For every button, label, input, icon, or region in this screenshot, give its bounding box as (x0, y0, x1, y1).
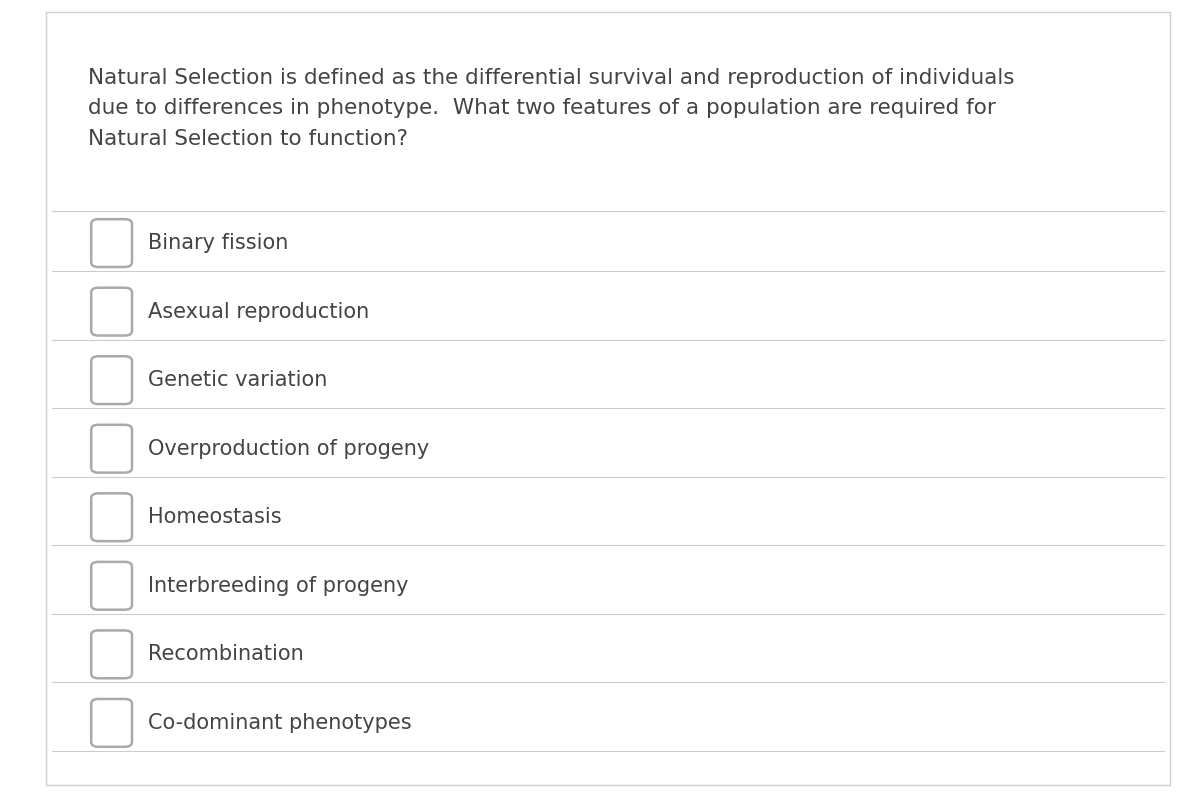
Text: Interbreeding of progeny: Interbreeding of progeny (148, 575, 408, 596)
Text: Asexual reproduction: Asexual reproduction (148, 301, 368, 322)
Text: Genetic variation: Genetic variation (148, 370, 326, 391)
FancyBboxPatch shape (91, 219, 132, 267)
Text: Homeostasis: Homeostasis (148, 507, 281, 528)
Text: Overproduction of progeny: Overproduction of progeny (148, 438, 428, 459)
Text: Recombination: Recombination (148, 644, 304, 665)
Text: Natural Selection is defined as the differential survival and reproduction of in: Natural Selection is defined as the diff… (88, 68, 1014, 148)
Text: Binary fission: Binary fission (148, 233, 288, 253)
FancyBboxPatch shape (91, 630, 132, 678)
FancyBboxPatch shape (91, 493, 132, 541)
FancyBboxPatch shape (46, 12, 1170, 785)
Text: Co-dominant phenotypes: Co-dominant phenotypes (148, 713, 412, 733)
FancyBboxPatch shape (91, 356, 132, 404)
FancyBboxPatch shape (91, 425, 132, 473)
FancyBboxPatch shape (91, 288, 132, 336)
FancyBboxPatch shape (91, 699, 132, 747)
FancyBboxPatch shape (91, 562, 132, 610)
